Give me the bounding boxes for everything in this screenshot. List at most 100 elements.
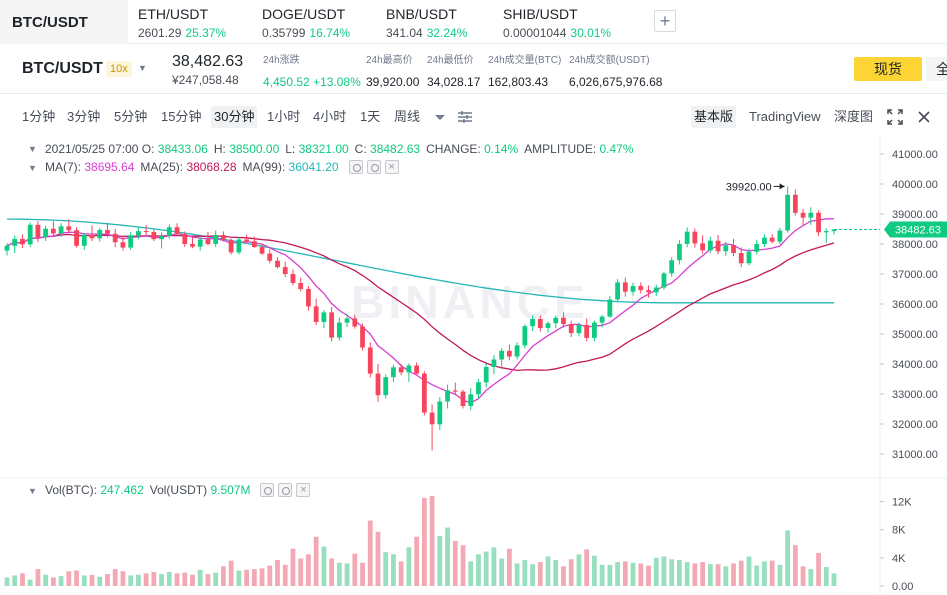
close-icon[interactable]: × (384, 160, 399, 174)
interval-1m[interactable]: 1分钟 (22, 109, 56, 124)
volume-bar (599, 564, 605, 586)
candle-body (514, 345, 520, 357)
settings-icon[interactable] (278, 483, 293, 497)
interval-1w[interactable]: 周线 (394, 109, 421, 124)
interval-1d[interactable]: 1天 (360, 109, 381, 124)
volume-bar (785, 530, 791, 586)
volume-bar (483, 551, 489, 586)
volume-bar (244, 569, 249, 586)
chart-toolbar: 1分钟 3分钟 5分钟 15分钟 30分钟 1小时 4小时 1天 周线 基本版 … (0, 94, 947, 138)
interval-5m[interactable]: 5分钟 (114, 109, 148, 124)
volume-bar (112, 569, 118, 586)
candle-body (321, 312, 327, 322)
ticker-price: 0.00001044 (503, 26, 567, 40)
market-stats-bar: BTC/USDT 10x ▼ 38,482.63 ¥247,058.48 24h… (0, 44, 947, 94)
chart-area[interactable]: BINANCE 41000.00 40000.00 39000.00 38000.00 3… (0, 138, 947, 595)
price-tick-label: 36000.00 (892, 299, 938, 311)
eye-icon[interactable] (260, 483, 275, 497)
volume-bar (808, 569, 814, 586)
vol-usdt-value: 9.507M (210, 483, 251, 497)
ma7-label: MA(7): (45, 160, 81, 174)
candle-body (290, 274, 296, 283)
candle-body (785, 194, 791, 231)
ohlc-open: 38433.06 (157, 142, 208, 156)
stat-value: 4,450.52 (263, 75, 310, 89)
candle-body (105, 229, 110, 234)
eye-icon[interactable] (348, 160, 363, 174)
candle-body (414, 365, 420, 374)
interval-3m[interactable]: 3分钟 (67, 109, 101, 124)
close-icon[interactable]: × (296, 483, 311, 497)
candle-body (568, 324, 574, 334)
add-ticker-button[interactable]: + (654, 10, 676, 32)
volume-legend: Vol(BTC): 247.462 Vol(USDT) 9.507M × (45, 483, 311, 497)
interval-4h[interactable]: 4小时 (313, 109, 347, 124)
watermark-text: BINANCE (351, 276, 589, 328)
volume-bar (306, 554, 311, 586)
volume-bar (684, 562, 690, 586)
volume-bar (506, 548, 512, 586)
ticker-bnb[interactable]: BNB/USDT 341.04 32.24% (386, 5, 467, 41)
volume-bar (275, 559, 280, 586)
volume-bar (74, 570, 79, 586)
candle-body (576, 325, 582, 334)
chevron-down-icon[interactable]: ▼ (28, 486, 37, 496)
chevron-down-icon[interactable]: ▼ (28, 163, 37, 173)
candle-body (135, 231, 141, 236)
volume-bar (182, 572, 188, 586)
candle-body (383, 377, 389, 396)
high-annotation-label: 39920.00 (726, 181, 772, 193)
candle-body (97, 229, 103, 239)
candle-body (89, 235, 95, 239)
ohlc-amplitude-label: AMPLITUDE: (524, 142, 597, 156)
fullscreen-icon[interactable] (886, 108, 904, 126)
candle-body (468, 394, 474, 406)
volume-bar (329, 558, 335, 586)
candle-body (823, 231, 829, 233)
last-price-cny: ¥247,058.48 (172, 73, 239, 87)
ticker-shib[interactable]: SHIB/USDT 0.00001044 30.01% (503, 5, 611, 41)
spot-button[interactable]: 现货 (854, 57, 922, 81)
view-depth[interactable]: 深度图 (834, 109, 874, 124)
ohlc-open-label: O: (141, 142, 155, 156)
volume-bar (336, 562, 342, 586)
candle-body (58, 226, 64, 234)
candle-body (553, 317, 559, 324)
close-icon[interactable] (915, 108, 933, 126)
candle-body (4, 245, 10, 251)
volume-bar (630, 562, 636, 586)
chevron-down-icon[interactable] (431, 108, 449, 126)
ticker-doge[interactable]: DOGE/USDT 0.35799 16.74% (262, 5, 350, 41)
settings-sliders-icon[interactable] (456, 108, 474, 126)
settings-icon[interactable] (366, 160, 381, 174)
candle-body (561, 317, 566, 325)
ticker-eth[interactable]: ETH/USDT 2601.29 25.37% (138, 5, 226, 41)
view-basic[interactable]: 基本版 (691, 106, 737, 128)
candle-body (128, 235, 134, 248)
chevron-down-icon[interactable]: ▼ (138, 63, 147, 73)
price-chart[interactable]: BINANCE 41000.00 40000.00 39000.00 38000.00 3… (0, 138, 947, 595)
candle-body (677, 244, 682, 261)
candle-body (499, 350, 505, 360)
pair-name[interactable]: BTC/USDT (22, 60, 103, 77)
candle-body (112, 233, 118, 243)
candle-body (275, 260, 280, 268)
ticker-symbol: DOGE/USDT (262, 6, 346, 22)
volume-bar (50, 577, 56, 586)
volume-bar (576, 554, 582, 586)
all-button[interactable]: 全 (926, 57, 947, 81)
volume-bar (89, 574, 95, 586)
volume-bar (661, 556, 667, 586)
last-price: 38,482.63 (172, 53, 244, 70)
chevron-down-icon[interactable]: ▼ (28, 144, 37, 154)
interval-30m[interactable]: 30分钟 (211, 106, 258, 128)
candle-body (476, 382, 481, 395)
candle-body (190, 244, 195, 247)
volume-bar (646, 565, 651, 586)
interval-1h[interactable]: 1小时 (267, 109, 301, 124)
tab-btc-usdt[interactable]: BTC/USDT (0, 0, 128, 44)
view-tradingview[interactable]: TradingView (749, 109, 821, 124)
stat-24h-turnover: 24h成交额(USDT) 6,026,675,976.68 (569, 54, 662, 90)
price-tick-label: 35000.00 (892, 329, 938, 341)
interval-15m[interactable]: 15分钟 (161, 109, 202, 124)
